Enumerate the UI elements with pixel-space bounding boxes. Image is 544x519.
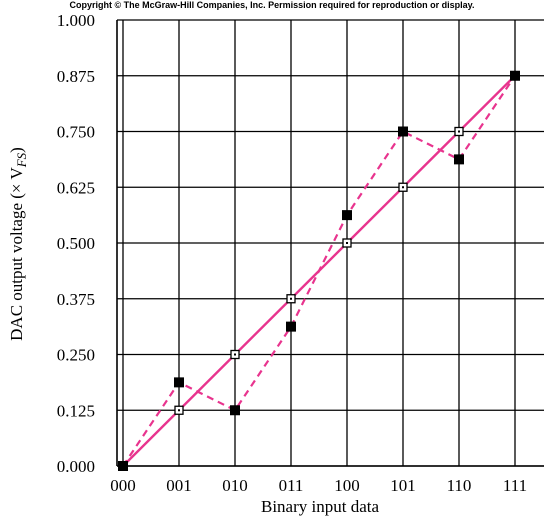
plot-frame <box>116 20 544 467</box>
y-tick-labels: 0.000 0.125 0.250 0.375 0.500 0.625 0.750 0.875… <box>57 11 95 476</box>
y-tick-label: 0.500 <box>57 234 95 253</box>
y-axis-title-close: ) <box>7 147 26 153</box>
ideal-data-point-center <box>290 297 292 300</box>
y-axis-title: DAC output voltage (× VFS) <box>7 147 29 341</box>
x-tick-label: 000 <box>110 476 136 495</box>
y-tick-label: 0.250 <box>57 346 95 365</box>
y-tick-label: 0.875 <box>57 67 95 86</box>
actual-data-point <box>286 321 296 332</box>
y-axis-title-sub: FS <box>14 152 29 168</box>
y-tick-label: 0.375 <box>57 290 95 309</box>
actual-data-point <box>510 70 520 81</box>
y-tick-label: 1.000 <box>57 11 95 30</box>
x-tick-label: 111 <box>503 476 527 495</box>
actual-data-point <box>342 210 352 221</box>
y-tick-label: 0.000 <box>57 457 95 476</box>
y-tick-label: 0.625 <box>57 178 95 197</box>
actual-data-point <box>174 377 184 388</box>
x-tick-label: 101 <box>390 476 416 495</box>
y-tick-label: 0.125 <box>57 401 95 420</box>
markers <box>118 70 520 471</box>
ideal-data-point-center <box>402 186 404 189</box>
x-tick-label: 011 <box>279 476 304 495</box>
ideal-data-point-center <box>458 130 460 133</box>
actual-data-point <box>118 461 128 471</box>
ideal-data-point-center <box>234 353 236 356</box>
ideal-data-point-center <box>178 409 180 412</box>
y-tick-label: 0.750 <box>57 123 95 142</box>
actual-data-point <box>230 405 240 416</box>
x-tick-label: 100 <box>334 476 360 495</box>
x-tick-label: 001 <box>166 476 192 495</box>
x-tick-label: 010 <box>222 476 248 495</box>
grid <box>117 19 544 467</box>
series-lines <box>122 74 516 467</box>
x-tick-label: 110 <box>447 476 472 495</box>
x-axis-title: Binary input data <box>261 497 379 516</box>
actual-output-line <box>122 75 516 467</box>
actual-data-point <box>454 154 464 165</box>
x-tick-labels: 000 001 010 011 100 101 110 111 <box>110 476 527 495</box>
actual-data-point <box>398 126 408 137</box>
copyright-notice: Copyright © The McGraw-Hill Companies, I… <box>69 0 475 10</box>
y-axis-title-main: DAC output voltage (× V <box>7 167 26 341</box>
ideal-data-point-center <box>346 242 348 244</box>
